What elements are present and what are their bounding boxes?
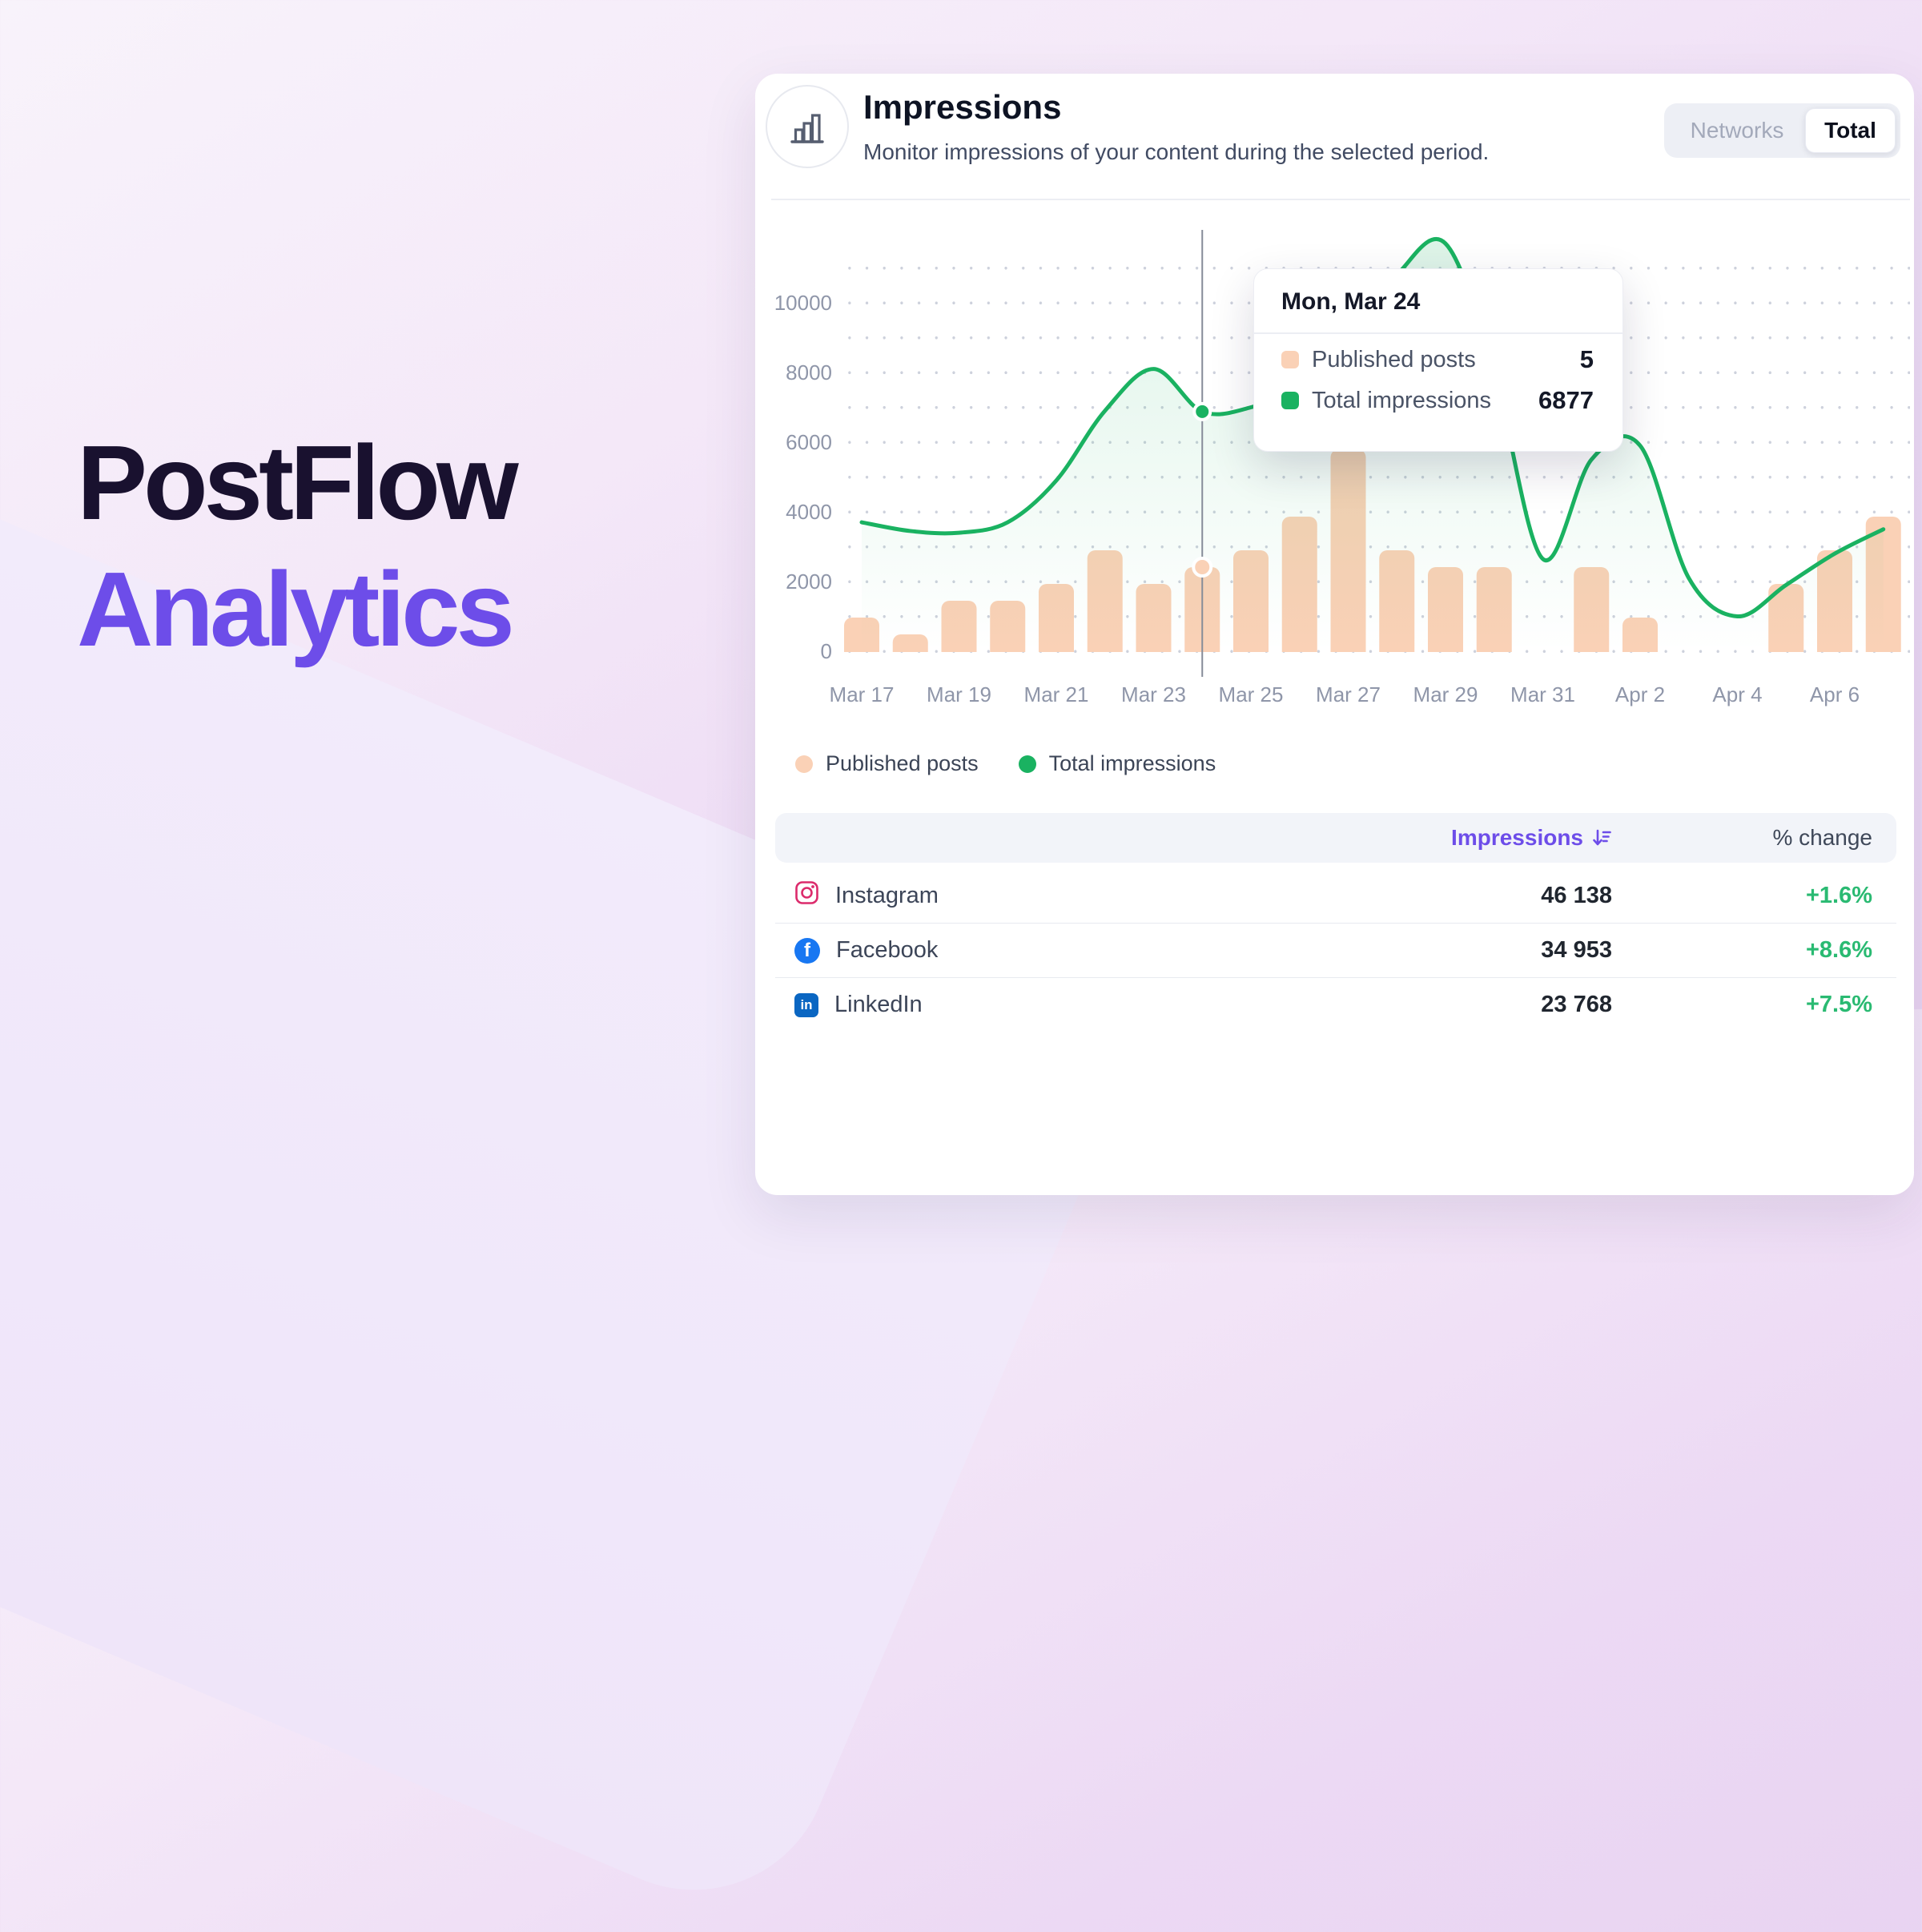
card-subtitle: Monitor impressions of your content duri… — [863, 139, 1490, 164]
legend-total-impressions: Total impressions — [1018, 751, 1216, 776]
y-tick-label: 8000 — [786, 360, 832, 384]
x-tick-label: Mar 27 — [1316, 682, 1381, 706]
highlight-bar-dot — [1192, 557, 1213, 578]
x-tick-label: Mar 19 — [927, 682, 991, 706]
published-posts-dot — [795, 755, 813, 773]
x-tick-label: Mar 31 — [1510, 682, 1575, 706]
impressions-value: 34 953 — [1541, 937, 1612, 963]
tooltip-row-posts: Published posts 5 — [1281, 345, 1594, 373]
change-value: +8.6% — [1805, 937, 1872, 963]
change-value: +7.5% — [1805, 992, 1872, 1017]
network-table: Instagram 46 138 +1.6% f Facebook 34 953 +8.6%… — [775, 869, 1896, 1032]
impressions-value: 46 138 — [1541, 883, 1612, 908]
change-column-header[interactable]: % change — [1772, 825, 1872, 850]
card-title: Impressions — [863, 88, 1062, 126]
tooltip-row-impressions: Total impressions 6877 — [1281, 386, 1594, 414]
tooltip-divider — [1254, 332, 1622, 334]
sort-descending-icon — [1593, 829, 1611, 846]
total-impressions-swatch — [1281, 392, 1299, 409]
x-tick-label: Apr 6 — [1809, 682, 1860, 706]
x-tick-label: Mar 17 — [829, 682, 895, 706]
impressions-card: Impressions Monitor impressions of your … — [755, 74, 1914, 1195]
header-divider — [771, 199, 1910, 200]
instagram-icon — [794, 880, 819, 912]
y-tick-label: 10000 — [774, 291, 832, 315]
x-tick-label: Apr 2 — [1614, 682, 1666, 706]
total-impressions-line — [859, 236, 1886, 618]
table-row-instagram: Instagram 46 138 +1.6% — [775, 869, 1896, 924]
tooltip-date: Mon, Mar 24 — [1281, 288, 1421, 315]
table-row-linkedin: in LinkedIn 23 768 +7.5% — [775, 978, 1896, 1032]
y-tick-label: 2000 — [786, 570, 832, 594]
x-tick-label: Apr 4 — [1712, 682, 1763, 706]
published-posts-swatch — [1281, 351, 1299, 368]
table-header: Impressions % change — [775, 813, 1896, 863]
total-impressions-dot — [1018, 755, 1036, 773]
chart-legend: Published posts Total impressions — [795, 751, 1216, 776]
network-name: Instagram — [775, 880, 1356, 912]
legend-published-posts: Published posts — [795, 751, 979, 776]
y-tick-label: 4000 — [786, 500, 832, 524]
network-name: in LinkedIn — [775, 992, 1356, 1018]
bar-chart-icon — [766, 85, 849, 168]
chart-tooltip: Mon, Mar 24 Published posts 5 Total impr… — [1253, 268, 1623, 452]
x-tick-label: Mar 23 — [1121, 682, 1186, 706]
network-name: f Facebook — [775, 937, 1356, 964]
x-tick-label: Mar 21 — [1023, 682, 1089, 706]
impressions-column-header[interactable]: Impressions — [1356, 825, 1636, 851]
x-tick-label: Mar 25 — [1218, 682, 1284, 706]
y-tick-label: 6000 — [786, 430, 832, 454]
x-tick-label: Mar 29 — [1413, 682, 1478, 706]
y-tick-label: 0 — [820, 639, 832, 663]
impressions-value: 23 768 — [1541, 992, 1612, 1017]
facebook-icon: f — [794, 937, 820, 964]
toggle-networks-button[interactable]: Networks — [1664, 117, 1810, 144]
headline-line2: Analytics — [77, 550, 515, 669]
linkedin-icon: in — [794, 992, 818, 1017]
table-row-facebook: f Facebook 34 953 +8.6% — [775, 924, 1896, 978]
headline-line1: PostFlow — [77, 424, 519, 542]
change-value: +1.6% — [1805, 883, 1872, 908]
highlight-line-dot — [1192, 401, 1212, 421]
view-toggle: Networks Total — [1664, 103, 1900, 158]
toggle-total-button[interactable]: Total — [1805, 108, 1896, 153]
page-title: PostFlow Analytics — [77, 420, 519, 673]
